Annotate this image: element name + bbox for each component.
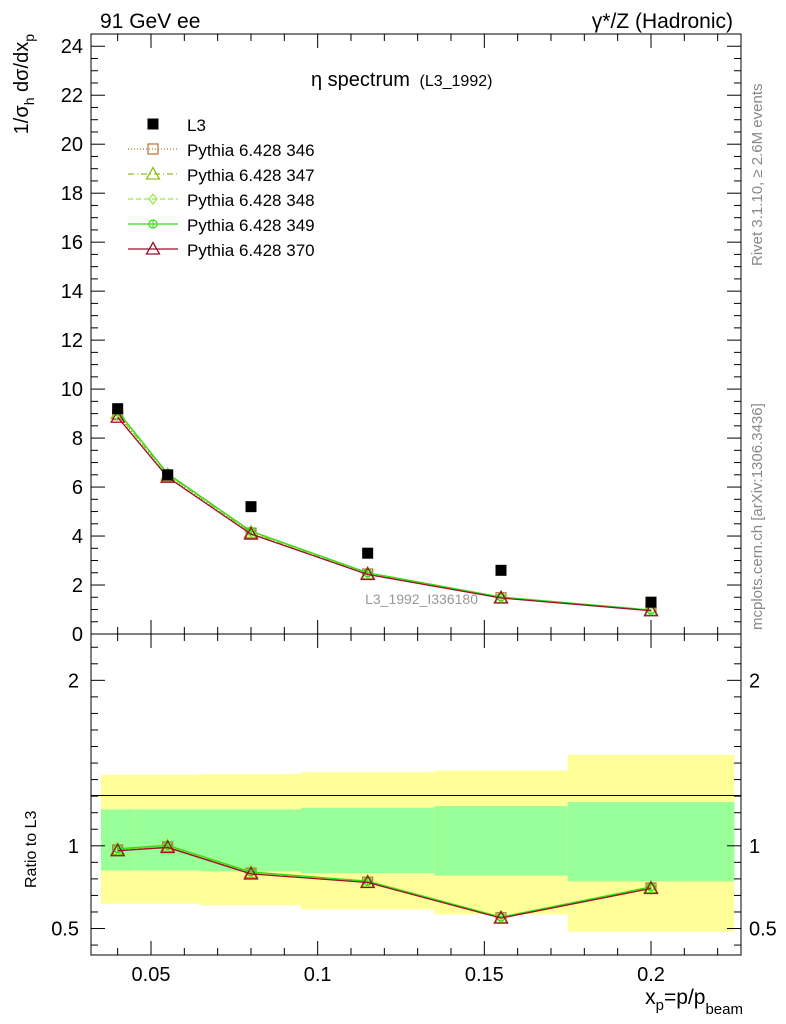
header-right: γ*/Z (Hadronic) — [592, 10, 733, 33]
main-y-tick-label: 16 — [61, 232, 83, 254]
main-y-tick-label: 14 — [61, 281, 83, 303]
data-point-marker — [162, 469, 174, 481]
main-y-tick-label: 2 — [72, 575, 83, 597]
x-tick-label: 0.15 — [465, 964, 504, 986]
ratio-uncertainty-bands — [101, 754, 735, 932]
ratio-series-line — [117, 846, 652, 919]
x-label-sub-p: p — [656, 997, 664, 1014]
main-y-axis-label: 1/σh dσ/dxp — [11, 34, 37, 135]
legend-series-marker — [145, 166, 161, 180]
x-label-mid: =p/p — [664, 986, 705, 1009]
main-series-line — [117, 410, 652, 611]
x-label-sub-beam: beam — [705, 1001, 743, 1018]
ratio-y-tick-label-left: 1 — [68, 836, 79, 858]
main-y-tick-label: 0 — [72, 624, 83, 646]
main-series-marker — [246, 525, 256, 538]
chart-title-tag: (L3_1992) — [420, 73, 493, 90]
legend-series-label: Pythia 6.428 370 — [187, 241, 315, 260]
main-y-tick-label: 10 — [61, 379, 83, 401]
chart-title: η spectrum (L3_1992) — [311, 69, 492, 91]
ratio-y-axis-label: Ratio to L3 — [23, 811, 40, 888]
main-y-tick-label: 8 — [72, 428, 83, 450]
y-label-text: 1/σ — [11, 105, 33, 135]
legend-series-label: Pythia 6.428 347 — [187, 166, 315, 185]
main-series-line — [117, 416, 652, 612]
ratio-y-tick-label-right: 1 — [749, 836, 760, 858]
ratio-series-marker — [112, 843, 123, 856]
ratio-series-marker — [162, 839, 173, 852]
x-axis-label: xp=p/pbeam — [645, 986, 743, 1018]
ratio-y-tick-label-left: 2 — [68, 670, 79, 692]
ratio-series-marker — [493, 910, 509, 924]
main-y-tick-label: 20 — [61, 134, 83, 156]
ratio-stat-band — [101, 809, 135, 871]
analysis-watermark: L3_1992_I336180 — [365, 591, 478, 607]
data-point-marker — [645, 596, 657, 608]
main-series-line — [117, 411, 652, 611]
main-series-line — [117, 414, 652, 612]
y-label-text-2: dσ/dx — [11, 42, 33, 98]
ratio-plot-frame — [90, 633, 742, 956]
data-point-marker — [495, 564, 507, 576]
main-series-marker — [243, 526, 259, 540]
data-point-marker — [362, 547, 374, 559]
main-series-marker — [360, 566, 376, 581]
main-series-marker — [643, 602, 659, 617]
ratio-series-marker — [110, 842, 126, 857]
y-label-sub-p: p — [21, 34, 37, 42]
ratio-y-tick-label-right: 0.5 — [749, 919, 777, 941]
ratio-series-marker — [160, 839, 176, 854]
legend-series-marker — [145, 241, 161, 255]
legend-data-marker — [147, 118, 159, 130]
main-y-tick-label: 6 — [72, 477, 83, 499]
chart-title-main: η spectrum — [311, 69, 410, 91]
main-y-tick-label: 4 — [72, 526, 83, 548]
ratio-series-marker — [643, 880, 659, 895]
x-tick-label: 0.1 — [304, 964, 332, 986]
ratio-y-tick-label-left: 0.5 — [51, 919, 79, 941]
ratio-series-marker — [360, 874, 376, 889]
ratio-axis-ticks: 0.05 0.1 0.15 0.2 0.5 0.5 1 1 2 2 — [51, 634, 777, 986]
legend-series-marker — [148, 193, 158, 205]
main-y-tick-label: 12 — [61, 330, 83, 352]
ratio-stat-band — [434, 806, 568, 876]
y-label-sub-h: h — [21, 98, 37, 106]
rivet-version-text: Rivet 3.1.10, ≥ 2.6M events — [749, 84, 766, 267]
main-series-marker — [493, 590, 509, 604]
x-tick-label: 0.2 — [637, 964, 665, 986]
main-series-marker — [110, 409, 126, 423]
x-tick-label: 0.05 — [132, 964, 171, 986]
main-y-tick-label: 24 — [61, 36, 83, 58]
legend-series-label: Pythia 6.428 346 — [187, 141, 315, 160]
ratio-series-group — [110, 838, 659, 924]
mcplots-text: mcplots.cern.ch [arXiv:1306.3436] — [749, 403, 766, 630]
legend-data-label: L3 — [187, 116, 206, 135]
ratio-stat-band — [567, 801, 735, 882]
legend-series-label: Pythia 6.428 349 — [187, 216, 315, 235]
ratio-series-marker — [243, 866, 259, 880]
legend-series-label: Pythia 6.428 348 — [187, 191, 315, 210]
ratio-y-tick-label-right: 2 — [749, 670, 760, 692]
header-left: 91 GeV ee — [100, 10, 200, 33]
x-label-x: x — [645, 986, 656, 1009]
main-series-line — [117, 413, 652, 611]
data-point-marker — [245, 501, 257, 513]
main-y-tick-label: 18 — [61, 183, 83, 205]
ratio-stat-band — [301, 807, 435, 874]
main-series-group — [110, 403, 659, 617]
legend: L3 Pythia 6.428 346 Pythia 6.428 347 Pythia… — [128, 116, 315, 260]
data-point-marker — [112, 403, 124, 415]
main-y-tick-label: 22 — [61, 85, 83, 107]
ratio-series-line — [117, 844, 652, 918]
legend-series-marker — [147, 143, 159, 155]
